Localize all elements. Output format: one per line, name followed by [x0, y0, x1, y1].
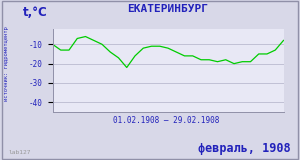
Text: 01.02.1908 – 29.02.1908: 01.02.1908 – 29.02.1908: [113, 116, 220, 125]
Text: источник: гидрометцентр: источник: гидрометцентр: [4, 27, 9, 101]
Text: t,°C: t,°C: [22, 6, 47, 19]
Text: ЕКАТЕРИНБУРГ: ЕКАТЕРИНБУРГ: [128, 4, 208, 14]
Text: lab127: lab127: [9, 150, 32, 155]
Text: февраль, 1908: февраль, 1908: [198, 142, 291, 155]
